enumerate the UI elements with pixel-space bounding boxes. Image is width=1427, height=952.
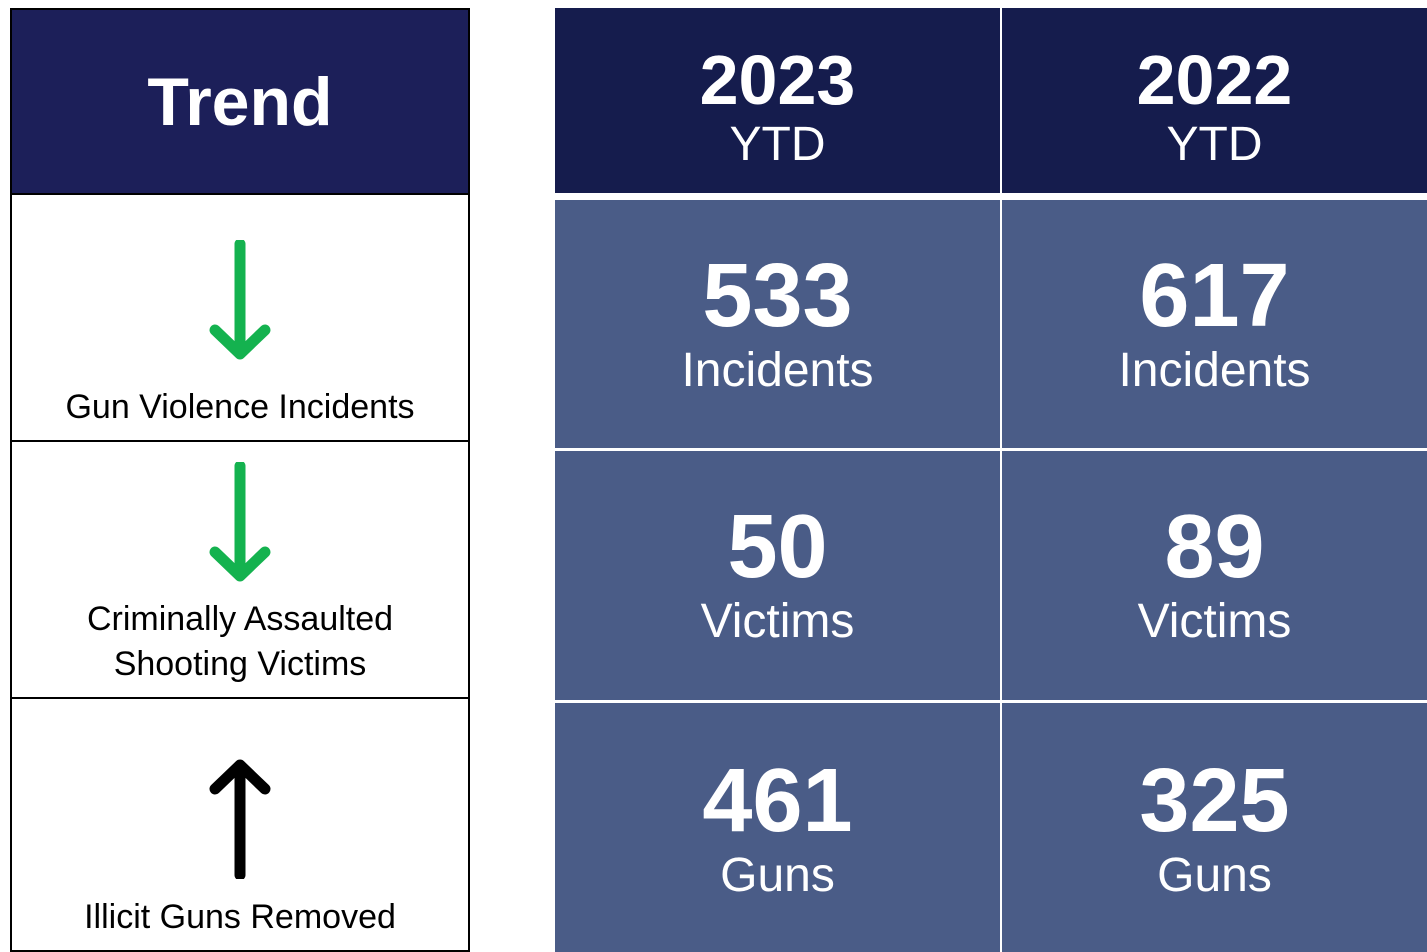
trend-arrow (209, 462, 271, 582)
trend-label: Illicit Guns Removed (12, 895, 468, 940)
value-cell: 617 Incidents (1002, 200, 1427, 448)
trend-arrow (209, 240, 271, 360)
cell-unit: Victims (700, 595, 855, 648)
value-cell: 325 Guns (1002, 703, 1427, 952)
header-year: 2023 (699, 41, 856, 119)
value-cell: 50 Victims (555, 451, 1000, 700)
cell-unit: Incidents (1118, 344, 1311, 397)
cell-value: 461 (702, 751, 853, 851)
column-header: 2022 YTD (1002, 8, 1427, 193)
arrow-path (209, 759, 271, 879)
arrow-path (209, 462, 271, 582)
label-line: Shooting Victims (113, 645, 367, 683)
value-cell: 533 Incidents (555, 200, 1000, 448)
cell-value: 533 (702, 246, 853, 346)
cell-unit: Guns (1157, 849, 1272, 902)
value-cell: 461 Guns (555, 703, 1000, 952)
cell-value: 617 (1139, 246, 1290, 346)
label-line: Illicit Guns Removed (84, 898, 396, 936)
trend-label: Criminally Assaulted Shooting Victims (12, 597, 468, 687)
trend-row: Illicit Guns Removed (10, 699, 470, 952)
trend-row: Criminally Assaulted Shooting Victims (10, 442, 470, 699)
cell-unit: Victims (1137, 595, 1292, 648)
label-line: Gun Violence Incidents (65, 388, 415, 426)
arrow-path (209, 240, 271, 360)
trend-header: Trend (10, 8, 470, 195)
trend-row: Gun Violence Incidents (10, 195, 470, 442)
cell-value: 89 (1164, 497, 1265, 597)
cell-value: 50 (727, 497, 828, 597)
trend-arrow (209, 759, 271, 879)
header-year: 2022 (1136, 41, 1293, 119)
column-header: 2023 YTD (555, 8, 1000, 193)
label-line: Criminally Assaulted (86, 600, 394, 638)
trend-label: Gun Violence Incidents (12, 385, 468, 430)
header-period: YTD (1166, 118, 1263, 171)
cell-unit: Guns (720, 849, 835, 902)
value-cell: 89 Victims (1002, 451, 1427, 700)
header-period: YTD (729, 118, 826, 171)
cell-value: 325 (1139, 751, 1290, 851)
cell-unit: Incidents (681, 344, 874, 397)
